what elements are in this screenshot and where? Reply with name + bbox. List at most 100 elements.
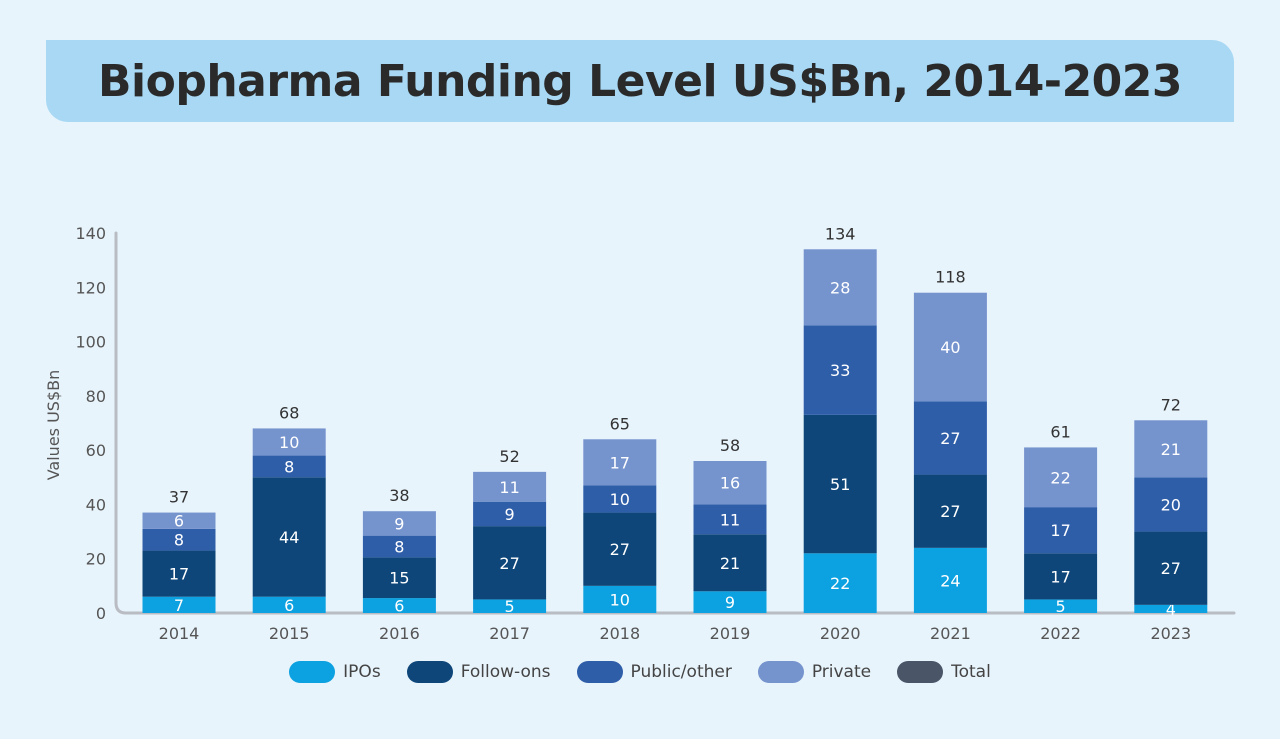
- y-tick-label: 120: [75, 278, 106, 297]
- data-label: 8: [284, 457, 294, 476]
- bar-segment-private: [803, 249, 877, 326]
- bar-segment-public-other: [1024, 507, 1098, 554]
- bar-segment-ipos: [1024, 599, 1098, 613]
- data-label: 10: [610, 590, 630, 609]
- bar-segment-public-other: [913, 401, 987, 475]
- x-tick-label: 2015: [269, 624, 310, 643]
- bar-segment-follow-ons: [252, 477, 326, 597]
- bar-segment-private: [1024, 447, 1098, 508]
- legend-swatch: [576, 661, 623, 683]
- bar-segment-follow-ons: [473, 526, 547, 600]
- data-label: 27: [940, 429, 960, 448]
- bar-segment-ipos: [142, 596, 216, 613]
- data-label: 6: [284, 596, 294, 615]
- x-tick-label: 2022: [1040, 624, 1081, 643]
- data-label: 10: [610, 490, 630, 509]
- bar-segment-ipos: [583, 585, 657, 613]
- total-label: 118: [935, 268, 966, 287]
- bar-segment-ipos: [693, 591, 767, 613]
- data-label: 27: [940, 502, 960, 521]
- legend-label: Public/other: [630, 662, 732, 682]
- bar-segment-follow-ons: [803, 414, 877, 554]
- data-label: 4: [1166, 600, 1176, 619]
- data-label: 9: [505, 505, 515, 524]
- bar-segment-follow-ons: [913, 474, 987, 548]
- axis-lines: [114, 231, 1236, 615]
- x-tick-label: 2014: [159, 624, 200, 643]
- data-label: 22: [1050, 468, 1070, 487]
- bar-segment-ipos: [803, 553, 877, 613]
- bar-segment-public-other: [803, 325, 877, 415]
- total-label: 72: [1161, 395, 1181, 414]
- legend-item-public-other: Public/other: [576, 661, 732, 683]
- data-label: 10: [279, 433, 299, 452]
- data-label: 40: [940, 338, 960, 357]
- data-label: 16: [720, 474, 740, 493]
- legend-label: Total: [951, 662, 991, 682]
- chart-title: Biopharma Funding Level US$Bn, 2014-2023: [97, 55, 1183, 107]
- bar-segment-public-other: [693, 504, 767, 535]
- bar-segment-private: [252, 428, 326, 456]
- bar-segment-public-other: [473, 501, 547, 527]
- data-label: 44: [279, 528, 299, 547]
- x-tick-label: 2021: [930, 624, 971, 643]
- bar-segment-private: [1134, 420, 1208, 478]
- bar-segment-private: [693, 461, 767, 505]
- data-label: 9: [394, 514, 404, 533]
- bar-segment-public-other: [1134, 477, 1208, 532]
- total-label: 38: [389, 486, 409, 505]
- bar-segment-private: [142, 512, 216, 529]
- bar-segment-private: [473, 471, 547, 502]
- x-tick-label: 2019: [710, 624, 751, 643]
- bar-segment-follow-ons: [362, 557, 436, 599]
- data-label: 17: [610, 453, 630, 472]
- legend-item-follow-ons: Follow-ons: [406, 661, 551, 683]
- bar-segment-public-other: [583, 485, 657, 513]
- bar-segment-follow-ons: [142, 550, 216, 597]
- data-label: 6: [394, 597, 404, 616]
- data-label: 27: [1161, 559, 1181, 578]
- y-axis-label: Values US$Bn: [44, 370, 63, 481]
- data-label: 5: [505, 597, 515, 616]
- y-tick-label: 100: [75, 333, 106, 352]
- data-label: 11: [720, 510, 740, 529]
- bar-segment-follow-ons: [1024, 553, 1098, 600]
- data-label: 22: [830, 574, 850, 593]
- legend-swatch: [289, 661, 336, 683]
- y-tick-label: 140: [75, 224, 106, 243]
- x-tick-label: 2023: [1150, 624, 1191, 643]
- data-label: 7: [174, 596, 184, 615]
- data-label: 6: [174, 512, 184, 531]
- data-label: 24: [940, 571, 960, 590]
- data-label: 21: [720, 554, 740, 573]
- legend-label: Private: [811, 662, 872, 682]
- bar-segment-public-other: [362, 535, 436, 558]
- data-label: 11: [499, 478, 519, 497]
- data-label: 8: [174, 531, 184, 550]
- data-label: 15: [389, 569, 409, 588]
- data-label: 51: [830, 475, 850, 494]
- bar-segment-follow-ons: [583, 512, 657, 586]
- legend-item-ipos: IPOs: [289, 661, 381, 683]
- bar-segment-private: [913, 292, 987, 402]
- y-tick-label: 40: [86, 495, 106, 514]
- bar-segment-ipos: [362, 598, 436, 613]
- data-label: 8: [394, 538, 404, 557]
- data-label: 33: [830, 361, 850, 380]
- bar-segment-ipos: [1134, 604, 1208, 613]
- data-label: 28: [830, 278, 850, 297]
- data-label: 21: [1161, 440, 1181, 459]
- total-label: 37: [169, 488, 189, 507]
- total-label: 61: [1050, 422, 1070, 441]
- bar-segment-ipos: [473, 599, 547, 613]
- y-tick-label: 0: [96, 604, 106, 623]
- y-tick-label: 80: [86, 387, 106, 406]
- data-label: 5: [1056, 597, 1066, 616]
- total-label: 65: [610, 414, 630, 433]
- x-tick-label: 2018: [599, 624, 640, 643]
- bar-segment-ipos: [252, 596, 326, 613]
- data-label: 17: [1050, 567, 1070, 586]
- legend-swatch: [897, 661, 944, 683]
- title-banner: Biopharma Funding Level US$Bn, 2014-2023: [46, 40, 1234, 122]
